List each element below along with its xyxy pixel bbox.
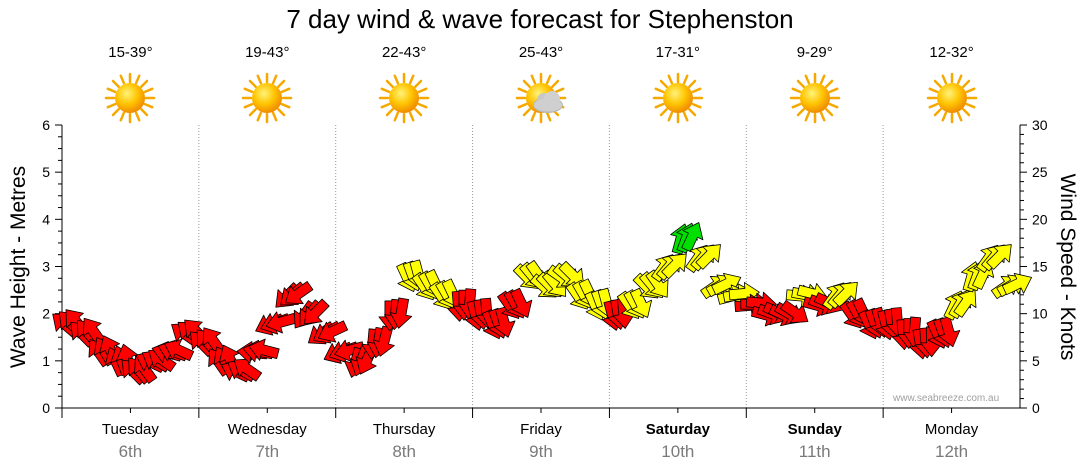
wave-tick-label: 2: [42, 306, 50, 322]
day-name-label: Sunday: [787, 421, 842, 438]
day-temp-range: 17-31°: [655, 44, 701, 61]
wind-tick-label: 10: [1032, 306, 1048, 322]
day-date-label: 11th: [798, 442, 831, 461]
day-name-label: Friday: [520, 421, 562, 438]
day-date-label: 12th: [935, 442, 969, 461]
day-temp-range: 9-29°: [796, 44, 833, 61]
day-date-label: 8th: [392, 442, 416, 461]
wind-tick-label: 30: [1032, 117, 1048, 133]
wind-tick-label: 15: [1032, 259, 1048, 275]
wave-tick-label: 1: [42, 353, 50, 369]
wind-arrow: [1001, 272, 1032, 296]
day-date-label: 6th: [118, 442, 143, 461]
wind-arrow: [510, 287, 533, 318]
wind-tick-label: 5: [1032, 353, 1040, 369]
wind-arrow: [265, 311, 297, 334]
wind-arrow: [318, 320, 349, 343]
day-temp-range: 19-43°: [245, 44, 290, 61]
wind-arrow: [372, 325, 395, 357]
partly-cloudy-icon: [515, 72, 567, 124]
wave-tick-label: 3: [42, 259, 50, 275]
wind-arrow: [334, 339, 366, 362]
wave-tick-label: 4: [42, 211, 50, 227]
day-date-label: 10th: [661, 442, 695, 461]
wind-arrow: [163, 338, 195, 362]
day-temp-range: 25-43°: [518, 44, 564, 61]
wind-arrow: [493, 306, 516, 338]
wind-arrow: [661, 253, 687, 280]
day-date-label: 9th: [529, 442, 553, 461]
day-temp-range: 12-32°: [929, 44, 974, 61]
wind-arrow: [645, 269, 669, 298]
day-temp-range: 22-43°: [381, 44, 427, 61]
sun-icon: [926, 72, 978, 124]
page-title: 7 day wind & wave forecast for Stephenst…: [286, 4, 794, 34]
wind-arrow: [986, 244, 1012, 270]
sun-icon: [652, 72, 704, 124]
day-name-label: Wednesday: [227, 421, 307, 438]
wind-tick-label: 0: [1032, 400, 1040, 416]
day-temp-range: 15-39°: [108, 44, 153, 61]
wind-arrow: [953, 289, 977, 318]
sun-icon: [378, 72, 430, 124]
wave-tick-label: 6: [42, 117, 50, 133]
wind-arrow: [248, 338, 280, 361]
day-name-label: Saturday: [645, 421, 710, 438]
wind-arrow: [780, 300, 809, 324]
wind-arrow: [233, 358, 263, 382]
day-name-label: Monday: [924, 421, 979, 438]
day-name-label: Tuesday: [101, 421, 159, 438]
sun-icon: [789, 72, 841, 124]
watermark[interactable]: www.seabreeze.com.au: [893, 393, 1000, 404]
wind-tick-label: 25: [1032, 164, 1048, 180]
wind-tick-label: 20: [1032, 211, 1048, 227]
wind-arrow: [695, 244, 721, 270]
wave-tick-label: 5: [42, 164, 50, 180]
wind-arrow: [389, 297, 413, 329]
wind-arrow: [304, 298, 330, 325]
sun-icon: [104, 72, 156, 124]
wind-arrow: [285, 281, 314, 305]
wind-arrow: [629, 287, 653, 318]
day-date-label: 7th: [255, 442, 280, 461]
day-name-label: Thursday: [372, 421, 436, 438]
wave-tick-label: 0: [42, 400, 50, 416]
wind-arrow: [938, 316, 961, 348]
sun-icon: [241, 72, 293, 124]
